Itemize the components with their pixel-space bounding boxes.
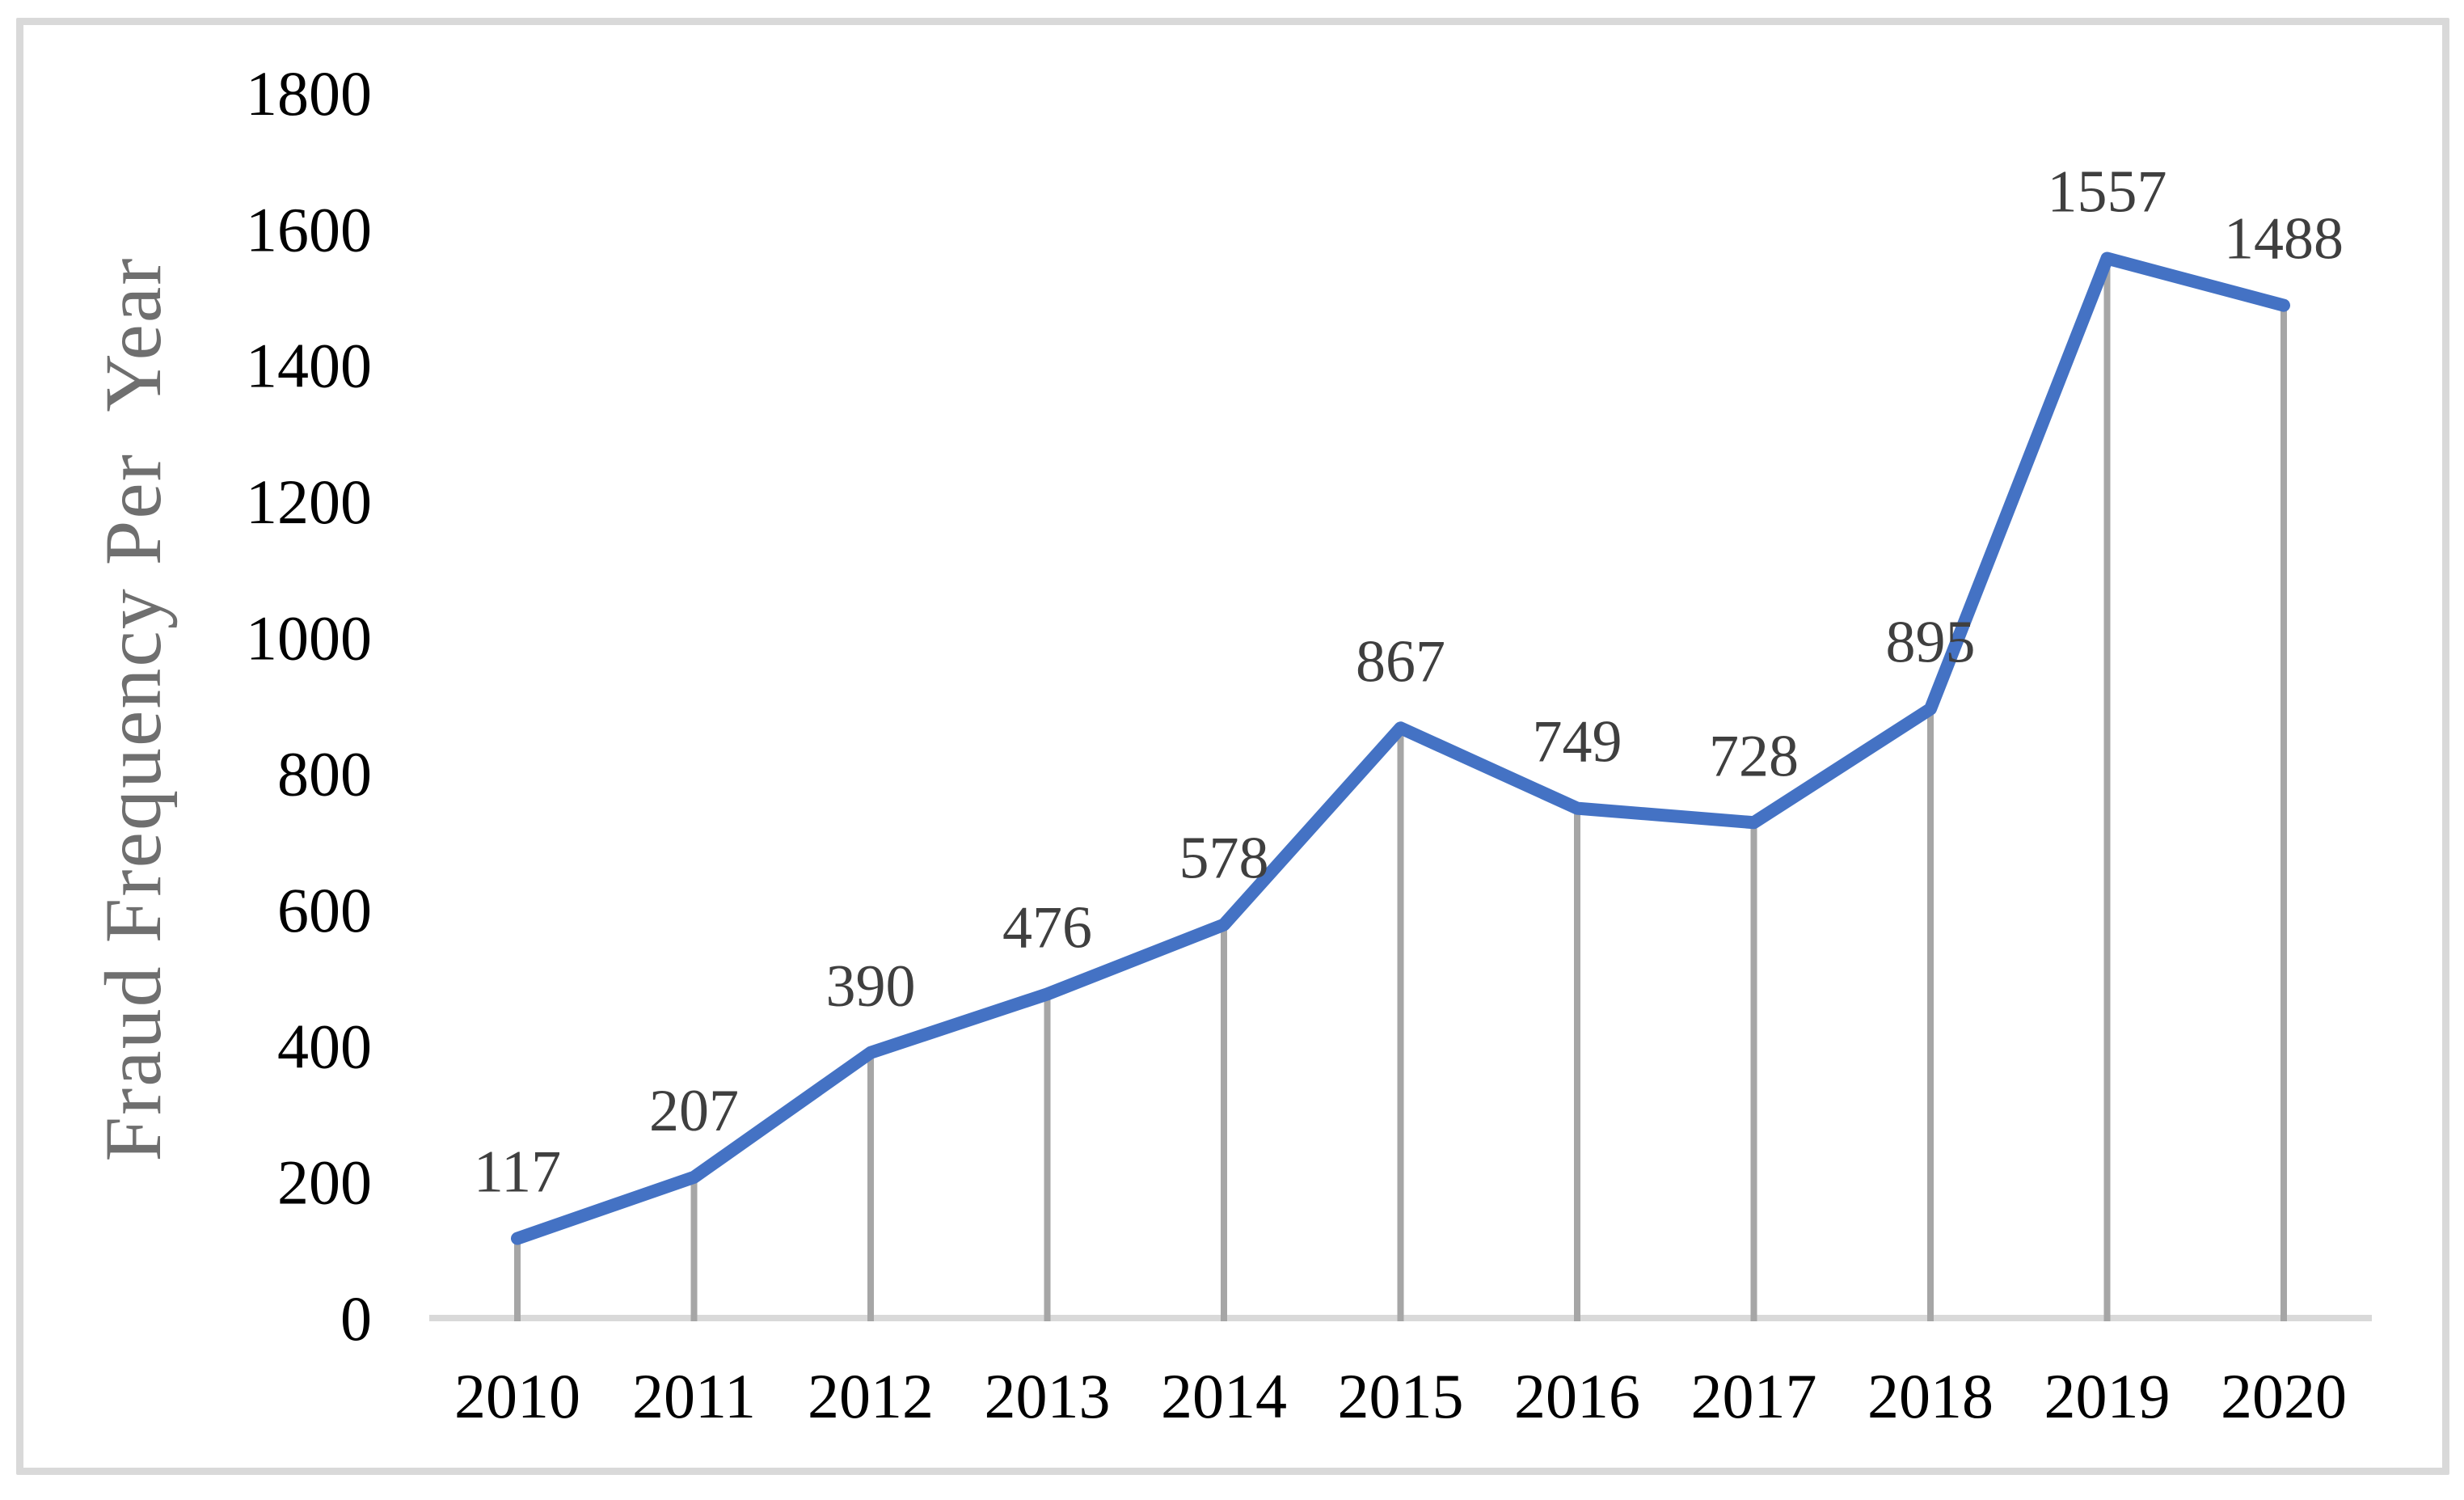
x-tick-label: 2018 <box>1867 1361 1994 1431</box>
data-point-label: 728 <box>1709 723 1799 789</box>
data-point-label: 749 <box>1533 709 1622 775</box>
x-tick-label: 2014 <box>1161 1361 1287 1431</box>
x-tick-label: 2017 <box>1691 1361 1817 1431</box>
y-tick-label: 1000 <box>246 602 372 673</box>
y-tick-label: 1200 <box>246 467 372 537</box>
y-tick-label: 600 <box>277 875 372 945</box>
y-axis-title: Fraud Frequency Per Year <box>88 256 178 1162</box>
data-point-label: 895 <box>1886 610 1976 676</box>
y-tick-label: 800 <box>277 739 372 809</box>
y-tick-label: 400 <box>277 1011 372 1081</box>
data-point-label: 578 <box>1179 826 1269 892</box>
x-tick-label: 2015 <box>1338 1361 1464 1431</box>
data-point-label: 476 <box>1002 894 1092 961</box>
figure-border <box>16 18 2449 1475</box>
data-point-label: 117 <box>474 1139 561 1206</box>
y-tick-label: 0 <box>340 1283 372 1354</box>
x-tick-label: 2019 <box>2044 1361 2171 1431</box>
x-tick-label: 2011 <box>632 1361 756 1431</box>
data-point-label: 207 <box>649 1078 739 1144</box>
data-point-label: 1557 <box>2048 159 2167 226</box>
y-tick-label: 1800 <box>246 58 372 129</box>
y-tick-label: 200 <box>277 1147 372 1218</box>
data-point-label: 390 <box>826 953 916 1020</box>
y-tick-label: 1400 <box>246 331 372 401</box>
x-tick-label: 2010 <box>454 1361 580 1431</box>
x-tick-label: 2020 <box>2221 1361 2347 1431</box>
data-point-label: 1488 <box>2224 206 2344 273</box>
x-tick-label: 2016 <box>1514 1361 1640 1431</box>
data-point-label: 867 <box>1356 628 1445 695</box>
x-tick-label: 2012 <box>808 1361 934 1431</box>
x-tick-label: 2013 <box>985 1361 1111 1431</box>
series-line <box>511 251 2290 1245</box>
y-tick-label: 1600 <box>246 194 372 264</box>
